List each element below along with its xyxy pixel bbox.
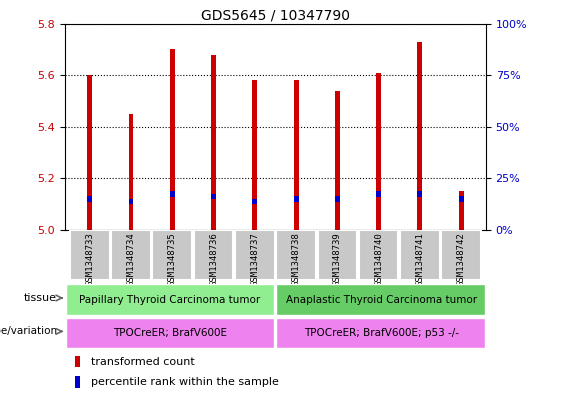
Bar: [376, 73, 381, 230]
Text: percentile rank within the sample: percentile rank within the sample: [92, 377, 279, 387]
Text: Anaplastic Thyroid Carcinoma tumor: Anaplastic Thyroid Carcinoma tumor: [285, 295, 477, 305]
Bar: [87, 75, 92, 230]
Text: GSM1348740: GSM1348740: [374, 232, 383, 286]
FancyBboxPatch shape: [194, 230, 233, 281]
FancyBboxPatch shape: [70, 230, 110, 281]
FancyBboxPatch shape: [276, 230, 316, 281]
FancyBboxPatch shape: [153, 230, 192, 281]
Text: GSM1348733: GSM1348733: [85, 232, 94, 286]
Bar: [211, 55, 216, 230]
Text: GSM1348738: GSM1348738: [292, 232, 301, 286]
Bar: [87, 196, 92, 202]
Text: GSM1348737: GSM1348737: [250, 232, 259, 286]
Bar: [418, 42, 423, 230]
FancyBboxPatch shape: [441, 230, 481, 281]
Text: tissue: tissue: [24, 293, 57, 303]
Bar: [211, 193, 216, 199]
Text: GSM1348735: GSM1348735: [168, 232, 177, 286]
Bar: [459, 191, 464, 230]
FancyBboxPatch shape: [276, 318, 485, 349]
FancyBboxPatch shape: [400, 230, 440, 281]
Bar: [75, 356, 80, 367]
Bar: [294, 80, 298, 230]
Text: TPOCreER; BrafV600E: TPOCreER; BrafV600E: [113, 328, 227, 338]
Text: Papillary Thyroid Carcinoma tumor: Papillary Thyroid Carcinoma tumor: [79, 295, 260, 305]
Title: GDS5645 / 10347790: GDS5645 / 10347790: [201, 8, 350, 22]
FancyBboxPatch shape: [66, 318, 274, 349]
Bar: [128, 199, 133, 204]
FancyBboxPatch shape: [318, 230, 357, 281]
FancyBboxPatch shape: [111, 230, 151, 281]
Bar: [335, 91, 340, 230]
FancyBboxPatch shape: [235, 230, 275, 281]
Text: GSM1348734: GSM1348734: [127, 232, 136, 286]
Text: GSM1348739: GSM1348739: [333, 232, 342, 286]
Text: TPOCreER; BrafV600E; p53 -/-: TPOCreER; BrafV600E; p53 -/-: [303, 328, 459, 338]
Text: transformed count: transformed count: [92, 356, 195, 367]
Text: genotype/variation: genotype/variation: [0, 327, 57, 336]
FancyBboxPatch shape: [359, 230, 398, 281]
Bar: [170, 50, 175, 230]
Text: GSM1348741: GSM1348741: [415, 232, 424, 286]
FancyBboxPatch shape: [276, 284, 485, 315]
Bar: [376, 191, 381, 196]
Bar: [170, 191, 175, 196]
Bar: [253, 199, 257, 204]
Text: GSM1348736: GSM1348736: [209, 232, 218, 286]
Text: GSM1348742: GSM1348742: [457, 232, 466, 286]
Bar: [128, 114, 133, 230]
Bar: [459, 196, 464, 202]
Bar: [253, 80, 257, 230]
Bar: [418, 191, 423, 196]
Bar: [75, 376, 80, 388]
Bar: [335, 196, 340, 202]
FancyBboxPatch shape: [66, 284, 274, 315]
Bar: [294, 196, 298, 202]
